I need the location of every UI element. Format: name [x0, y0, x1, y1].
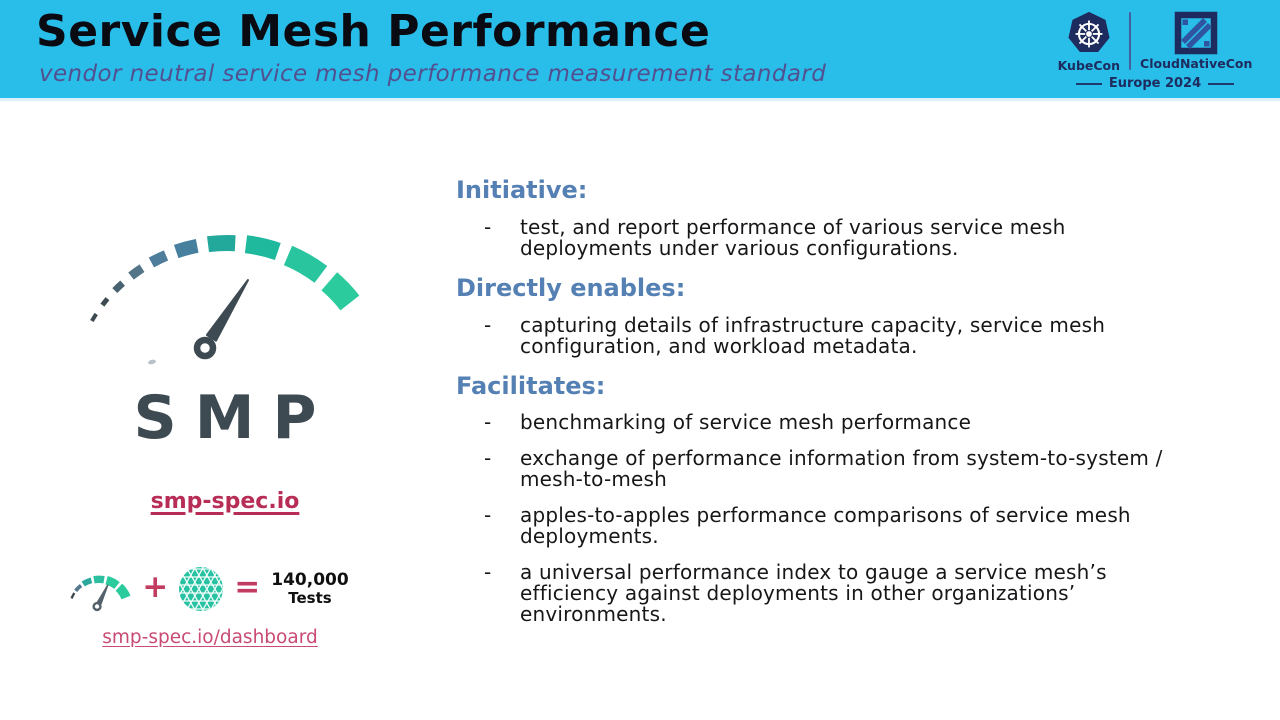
- tests-label: Tests: [288, 589, 332, 608]
- page-subtitle: vendor neutral service mesh performance …: [39, 61, 827, 87]
- smp-gauge-logo: [90, 235, 360, 365]
- dashboard-link[interactable]: smp-spec.io/dashboard: [102, 627, 318, 648]
- equals-sign: =: [234, 568, 261, 605]
- section-heading: Directly enables:: [456, 273, 686, 302]
- bullet-text: a universal performance index to gauge a…: [520, 560, 1107, 627]
- conference-logo-row: KubeCon CloudNativeCon: [1056, 9, 1254, 73]
- section-heading: Facilitates:: [456, 371, 606, 400]
- tests-equation: + = 140,000 Tests: [52, 565, 362, 613]
- bullet-item: - test, and report performance of various…: [456, 214, 1178, 260]
- mesh-icon: [179, 567, 224, 611]
- bullet-text: apples-to-apples performance comparisons…: [520, 503, 1131, 549]
- content-sections: Initiative: - test, and report performance…: [456, 176, 1178, 640]
- bullet-text: test, and report performance of various …: [520, 214, 1066, 260]
- section-heading: Initiative:: [456, 176, 588, 204]
- logo-divider: [1129, 12, 1132, 70]
- bullet-dash: -: [484, 410, 492, 435]
- page-title: Service Mesh Performance: [36, 6, 711, 57]
- event-left-line: [1075, 82, 1102, 85]
- cloudnativecon-icon: [1174, 11, 1218, 55]
- cloudnativecon-block: CloudNativeCon: [1140, 9, 1252, 71]
- plus-sign: +: [142, 568, 169, 605]
- conference-event-label: Europe 2024: [1108, 76, 1202, 91]
- bullet-text: benchmarking of service mesh performance: [520, 410, 972, 435]
- bullet-item: - apples-to-apples performance comparison…: [456, 505, 1178, 547]
- kubecon-label: KubeCon: [1057, 58, 1121, 73]
- event-right-line: [1208, 82, 1235, 85]
- bullet-dash: -: [484, 446, 492, 471]
- kubecon-helm-icon: [1068, 11, 1110, 53]
- content-section: Facilitates: - benchmarking of service mes…: [456, 372, 1178, 626]
- bullet-dash: -: [484, 503, 492, 528]
- conference-event: Europe 2024: [1056, 76, 1254, 91]
- bullet-item: - a universal performance index to gauge …: [456, 562, 1178, 625]
- kubecon-block: KubeCon: [1058, 9, 1120, 73]
- mini-gauge-icon: [70, 575, 131, 612]
- bullet-text: exchange of performance information from…: [520, 446, 1163, 492]
- bullet-item: - capturing details of infrastructure cap…: [456, 312, 1178, 358]
- bullet-item: - benchmarking of service mesh performanc…: [456, 412, 1178, 433]
- tests-result: 140,000 Tests: [271, 569, 349, 608]
- content-section: Initiative: - test, and report performance…: [456, 176, 1178, 259]
- header-band: Service Mesh Performance vendor neutral …: [0, 0, 1280, 101]
- cloudnativecon-label: CloudNativeCon: [1140, 56, 1253, 71]
- bullet-dash: -: [484, 312, 492, 337]
- bullet-dash: -: [484, 560, 492, 585]
- tests-count: 140,000: [271, 569, 349, 590]
- conference-logo: KubeCon CloudNativeCon: [1056, 9, 1254, 91]
- content-section: Directly enables: - capturing details of i…: [456, 274, 1178, 357]
- bullet-text: capturing details of infrastructure capa…: [520, 312, 1106, 358]
- bullet-item: - exchange of performance information fro…: [456, 448, 1178, 490]
- smp-spec-link[interactable]: smp-spec.io: [150, 489, 300, 514]
- smp-wordmark: SMP: [133, 383, 335, 453]
- bullet-dash: -: [484, 214, 492, 239]
